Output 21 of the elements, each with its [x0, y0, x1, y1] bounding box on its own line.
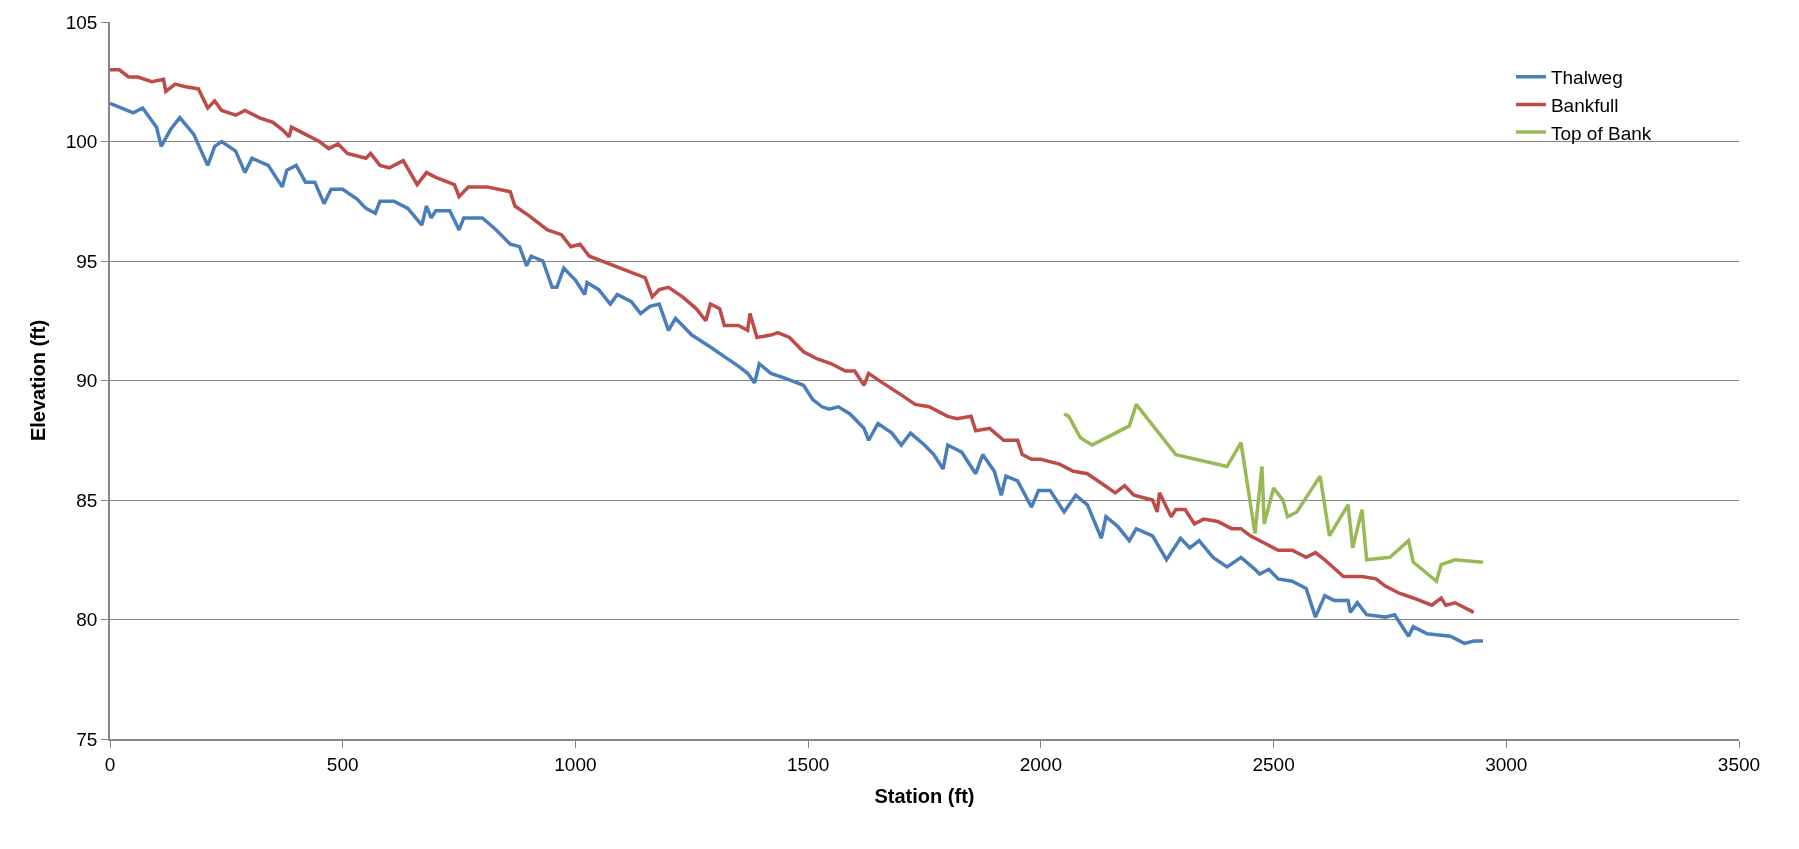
y-tick-label: 85 — [76, 489, 98, 511]
x-tick-label: 3000 — [1485, 753, 1528, 775]
x-tick-label: 1500 — [787, 753, 830, 775]
line-series — [1062, 402, 1485, 584]
y-tick-label: 90 — [76, 370, 98, 392]
legend-label: Bankfull — [1550, 94, 1619, 116]
y-tick-label: 100 — [65, 131, 98, 153]
x-tick-label: 1000 — [554, 753, 597, 775]
legend-label: Thalweg — [1550, 67, 1623, 89]
x-tick-label: 0 — [104, 753, 116, 775]
x-axis-title: Station (ft) — [874, 784, 975, 807]
x-tick-label: 2500 — [1252, 753, 1295, 775]
x-tick-label: 3500 — [1717, 753, 1761, 775]
x-tick-label: 2000 — [1019, 753, 1062, 775]
y-axis-title: Elevation (ft) — [26, 319, 49, 442]
y-tick-label: 80 — [76, 609, 98, 631]
legend-label: Top of Bank — [1550, 122, 1652, 144]
x-tick-label: 500 — [326, 753, 359, 775]
y-tick-label: 75 — [76, 728, 98, 750]
y-tick-label: 105 — [65, 11, 98, 33]
y-tick-label: 95 — [76, 250, 98, 272]
